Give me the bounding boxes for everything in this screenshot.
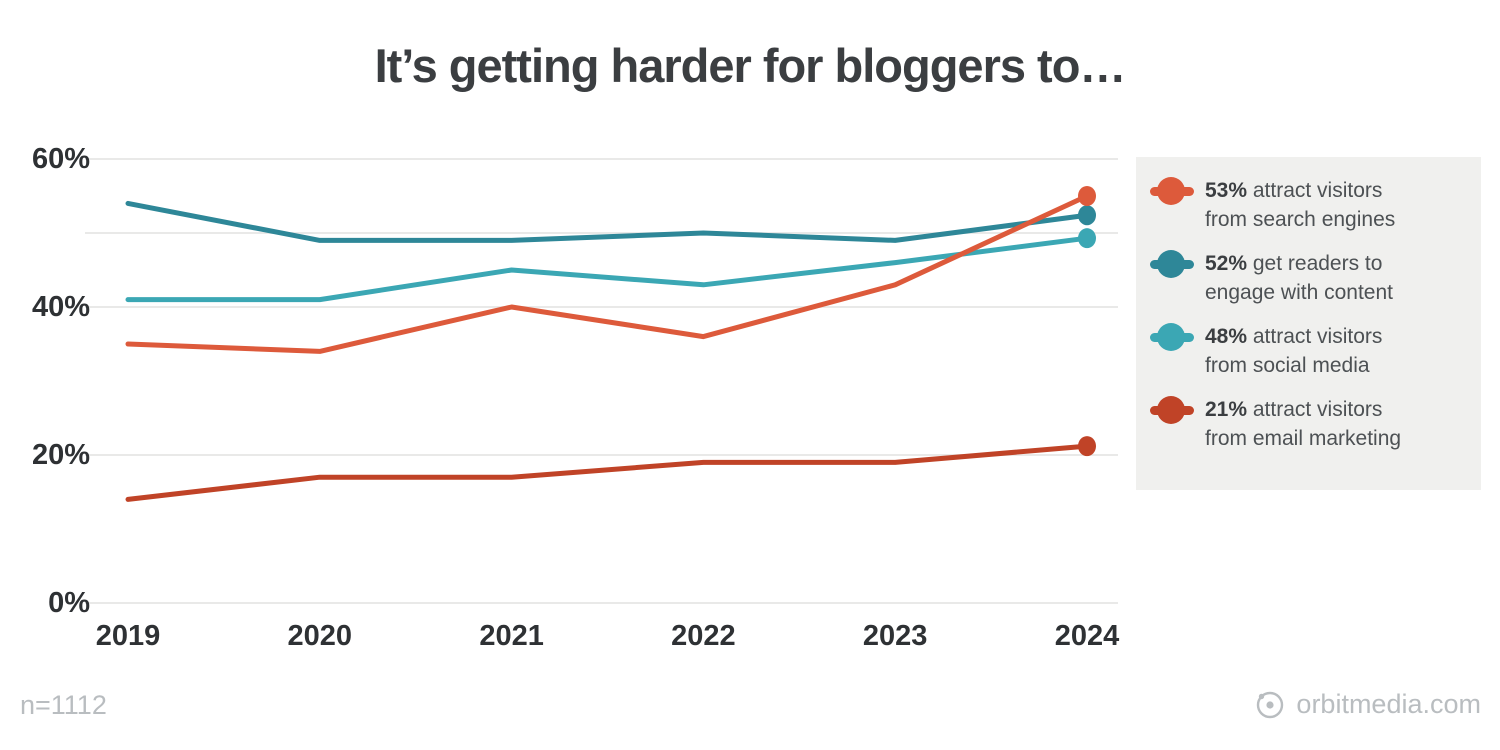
legend-item: 53% attract visitors from search engines — [1150, 176, 1481, 234]
x-axis-tick-label: 2021 — [479, 620, 544, 652]
x-axis-tick-label: 2024 — [1054, 620, 1120, 652]
series-marker-icon — [1150, 177, 1194, 205]
x-axis-tick-label: 2019 — [95, 620, 161, 652]
series-endpoint-dot — [1078, 186, 1096, 206]
series-line — [125, 200, 1090, 243]
legend: 53% attract visitors from search engines 5… — [1136, 157, 1481, 490]
legend-item: 48% attract visitors from social media — [1150, 322, 1481, 380]
series-marker-icon — [1150, 396, 1194, 424]
y-axis-tick-label: 20% — [31, 439, 90, 471]
legend-item-label: 48% attract visitors from social media — [1205, 325, 1383, 377]
y-axis-tick-label: 0% — [48, 587, 90, 619]
series-endpoint-dot — [1078, 205, 1096, 226]
series-endpoint-dot — [1078, 228, 1096, 249]
series-line — [125, 443, 1090, 502]
x-axis-tick-label: 2022 — [671, 620, 736, 652]
legend-item-label: 52% get readers to engage with content — [1205, 252, 1393, 304]
chart-title: It’s getting harder for bloggers to… — [374, 39, 1127, 92]
orbit-logo-icon — [1257, 691, 1284, 719]
series-marker-icon — [1150, 250, 1194, 278]
y-axis-tick-label: 40% — [31, 291, 90, 323]
series-marker-icon — [1150, 323, 1194, 351]
series-line — [125, 193, 1090, 354]
x-axis-tick-label: 2020 — [287, 620, 353, 652]
x-axis-tick-label: 2023 — [862, 620, 928, 652]
series-line — [125, 235, 1090, 303]
series-endpoint-dot — [1078, 436, 1096, 457]
y-axis-tick-label: 60% — [31, 143, 90, 175]
brand-url: orbitmedia.com — [1296, 688, 1481, 719]
brand-footer: orbitmedia.com — [1254, 686, 1481, 722]
sample-size-label: n=1112 — [20, 690, 107, 720]
legend-item: 21% attract visitors from email marketing — [1150, 395, 1481, 453]
legend-item-label: 21% attract visitors from email marketing — [1205, 398, 1402, 450]
legend-item: 52% get readers to engage with content — [1150, 249, 1481, 307]
legend-item-label: 53% attract visitors from search engines — [1205, 179, 1396, 231]
